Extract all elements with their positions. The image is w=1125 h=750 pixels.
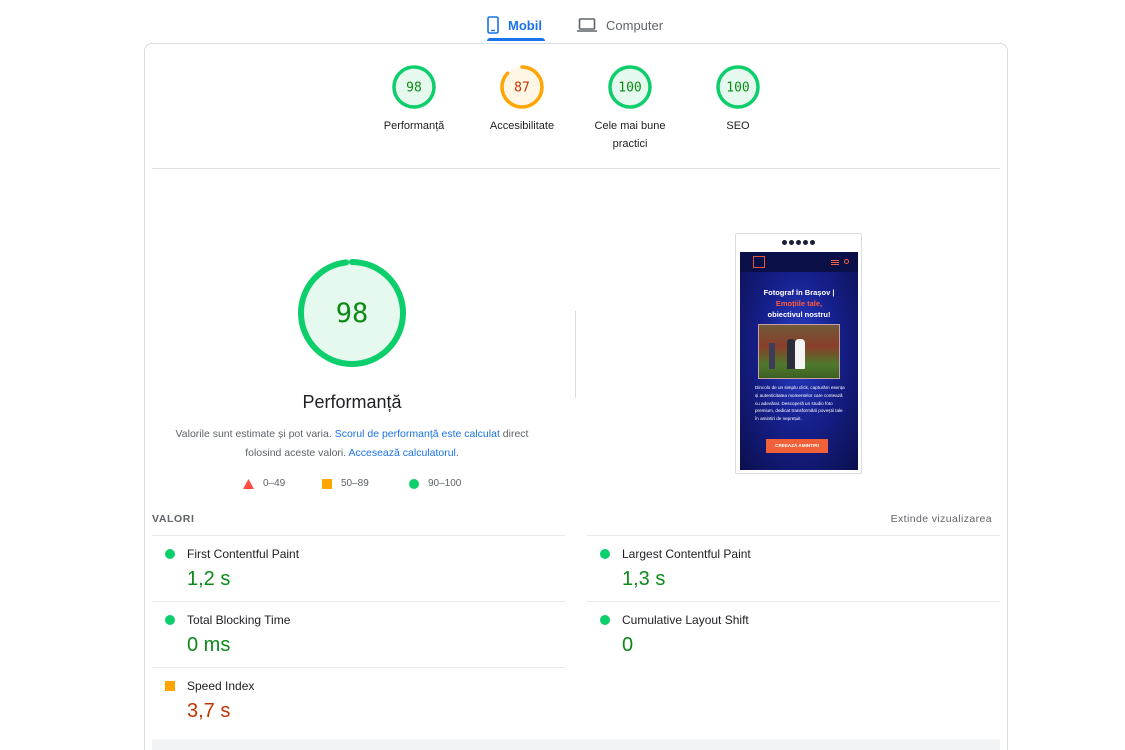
gauge-ring: 87 [500,65,544,109]
heading-highlight: Emoțiile tale, [775,299,823,308]
whatsapp-icon [782,240,787,245]
active-tab-indicator [487,38,545,41]
triangle-icon [243,478,254,489]
heading-line: Fotograf în Brașov | [763,288,835,297]
metric-value: 1,2 s [187,568,231,590]
tab-desktop[interactable]: Computer [577,8,663,42]
facebook-icon [796,240,801,245]
metric-value: 0 ms [187,634,231,656]
smartphone-icon [487,16,499,34]
legend-fail: 0–49 [243,478,285,489]
gauge-label: Cele mai bune practici [594,120,666,150]
gauge-ring: 98 [392,65,436,109]
performance-gauge: 98 [298,259,406,367]
instagram-icon [803,240,808,245]
gauge-score: 87 [514,81,530,96]
metric-cls: Cumulative Layout Shift 0 [587,601,1000,667]
tab-mobile[interactable]: Mobil [487,8,542,42]
note-text: direct folosind aceste valori. [245,428,529,459]
preview-heading: Fotograf în Brașov | Emoțiile tale, obie… [746,287,852,320]
logo-icon [753,256,765,268]
linkedin-icon [810,240,815,245]
preview-screen: Fotograf în Brașov | Emoțiile tale, obie… [740,252,858,470]
groom-figure [787,339,795,369]
circle-icon [600,549,610,559]
metric-value: 0 [622,634,634,656]
performance-title: Performanță [302,392,402,412]
circle-icon [165,615,175,625]
preview-body-text: Dincolo de un simplu click, capturăm ese… [755,385,845,422]
bride-figure [795,339,805,369]
score-calculation-link[interactable]: Scorul de performanță este calculat [334,428,500,440]
metric-value: 1,3 s [622,568,666,590]
gauge-ring: 100 [716,65,760,109]
square-icon [322,478,332,489]
metric-lcp: Largest Contentful Paint 1,3 s [587,535,1000,601]
tab-desktop-label: Computer [606,17,664,33]
search-icon [844,259,849,264]
mail-icon [789,240,794,245]
metrics-title: VALORI [152,513,195,525]
legend-average: 50–89 [322,478,369,489]
gauge-best-practices[interactable]: 100 Cele mai bune practici [575,64,685,153]
vertical-divider [575,311,576,398]
section-divider [152,168,1000,169]
report-card: 98 Performanță 87 Accesibilitate 100 Cel… [144,43,1008,750]
calculator-link[interactable]: Accesează calculatorul [348,447,456,459]
expand-view-button[interactable]: Extinde vizualizarea [890,513,992,525]
metric-tbt: Total Blocking Time 0 ms [152,601,565,667]
next-section-bar [152,739,1000,750]
square-icon [165,681,175,691]
gauge-score: 100 [726,81,749,96]
gauge-ring: 100 [608,65,652,109]
metric-name: Cumulative Layout Shift [622,613,749,627]
metric-name: Largest Contentful Paint [622,547,751,561]
note-text: . [455,447,459,459]
preview-navbar [740,252,858,272]
circle-icon [600,615,610,625]
category-gauges: 98 Performanță 87 Accesibilitate 100 Cel… [145,44,1007,169]
gauge-score: 100 [618,81,641,96]
gauge-performance[interactable]: 98 Performanță [359,64,469,135]
device-tabs: Mobil Computer [0,0,1125,44]
gauge-score: 98 [406,81,422,96]
circle-icon [165,549,175,559]
social-icons [736,240,861,248]
legend-range: 50–89 [341,478,369,489]
metrics-header: VALORI Extinde vizualizarea [152,513,1000,529]
metric-fcp: First Contentful Paint 1,2 s [152,535,565,601]
note-text: Valorile sunt estimate și pot varia. [175,428,335,440]
gauge-label: Accesibilitate [489,120,555,132]
metric-name: Speed Index [187,679,255,693]
tab-mobile-label: Mobil [508,17,542,33]
metric-name: First Contentful Paint [187,547,300,561]
preview-cta-button: CREEAZĂ AMINTIRI [766,439,828,453]
score-legend: 0–49 50–89 90–100 [243,478,483,494]
metric-speed-index: Speed Index 3,7 s [152,667,565,733]
metric-name: Total Blocking Time [187,613,291,627]
legend-pass: 90–100 [409,478,461,489]
gauge-label: Performanță [383,120,445,132]
heading-line: obiectivul nostru! [767,310,831,319]
performance-score: 98 [336,298,369,329]
metric-value: 3,7 s [187,700,231,722]
gauge-accessibility[interactable]: 87 Accesibilitate [467,64,577,135]
laptop-icon [577,18,597,32]
gauge-seo[interactable]: 100 SEO [683,64,793,135]
guest-figure [769,343,775,369]
menu-icon [831,260,839,265]
legend-range: 0–49 [263,478,286,489]
wedding-photo [758,324,840,379]
estimate-note: Valorile sunt estimate și pot varia. Sco… [175,425,529,463]
gauge-label: SEO [726,120,750,132]
circle-icon [409,478,419,489]
page-screenshot[interactable]: Fotograf în Brașov | Emoțiile tale, obie… [735,233,862,474]
legend-range: 90–100 [428,478,462,489]
